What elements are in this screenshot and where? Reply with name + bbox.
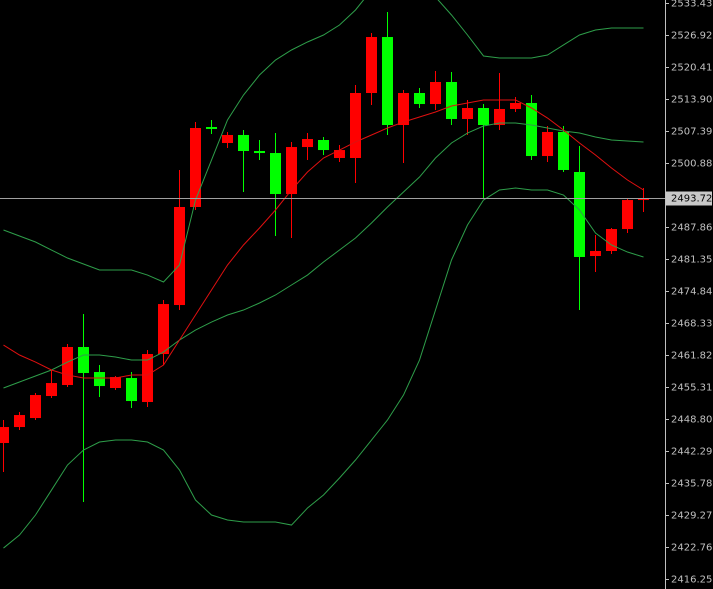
candle-body [270, 153, 281, 195]
candle-body [94, 372, 105, 387]
candle-body [30, 395, 41, 419]
y-tick-label: 2416.25 [671, 575, 712, 586]
y-tick-label: 2513.90 [671, 95, 712, 106]
y-tick-label: 2500.88 [671, 159, 712, 170]
y-tick-label: 2448.80 [671, 415, 712, 426]
candle-body [494, 108, 505, 126]
candle-body [590, 250, 601, 257]
y-tick-label: 2468.33 [671, 319, 712, 330]
y-tick-label: 2442.29 [671, 447, 712, 458]
candle-body [302, 139, 313, 148]
candle-body [222, 134, 233, 143]
y-tick-label: 2435.78 [671, 479, 712, 490]
candle-body [254, 151, 265, 154]
plot-area [0, 0, 649, 549]
y-tick-label: 2507.39 [671, 127, 712, 138]
candle-body [126, 378, 137, 402]
y-tick-label: 2461.82 [671, 351, 712, 362]
candle-body [606, 229, 617, 251]
y-tick-label: 2455.31 [671, 383, 712, 394]
y-tick-label: 2422.76 [671, 543, 712, 554]
y-tick-label: 2533.43 [671, 0, 712, 10]
indicator-line [3, 0, 644, 283]
candle-body [190, 128, 201, 208]
price-label: 2493.72 [671, 194, 712, 205]
y-tick-label: 2474.84 [671, 287, 712, 298]
candle-body [574, 172, 585, 257]
candle-body [206, 127, 217, 129]
y-tick-label: 2520.41 [671, 63, 712, 74]
candle-body [238, 134, 249, 152]
candle-body [510, 102, 521, 109]
candle-body [622, 200, 633, 230]
candle-body [526, 102, 537, 157]
y-tick-label: 2481.35 [671, 255, 712, 266]
candle-body [446, 81, 457, 120]
candle-body [478, 107, 489, 126]
candle-body [110, 377, 121, 388]
candle-body [158, 304, 169, 355]
candle-body [430, 81, 441, 105]
indicator-line [3, 99, 644, 379]
y-tick-label: 2487.86 [671, 223, 712, 234]
candle-body [414, 93, 425, 105]
candle-body [462, 107, 473, 120]
candle-body [46, 383, 57, 397]
candle-body [14, 415, 25, 428]
candle-body [62, 346, 73, 385]
y-tick-label: 2526.92 [671, 31, 712, 42]
candle-body [286, 147, 297, 195]
candle-body [638, 198, 649, 201]
candle-body [0, 427, 9, 444]
indicator-line [3, 122, 644, 389]
candle-body [398, 93, 409, 126]
price-label-box [666, 191, 712, 206]
candle-body [142, 354, 153, 403]
candle-body [366, 37, 377, 94]
candle-body [542, 131, 553, 157]
indicator-line [3, 187, 644, 549]
y-tick-label: 2429.27 [671, 511, 712, 522]
candle-body [78, 346, 89, 374]
candle-body [558, 131, 569, 170]
candle-body [318, 139, 329, 151]
candle-body [382, 37, 393, 126]
candle-body [334, 150, 345, 158]
candle-body [174, 207, 185, 306]
candle-body [350, 93, 361, 158]
